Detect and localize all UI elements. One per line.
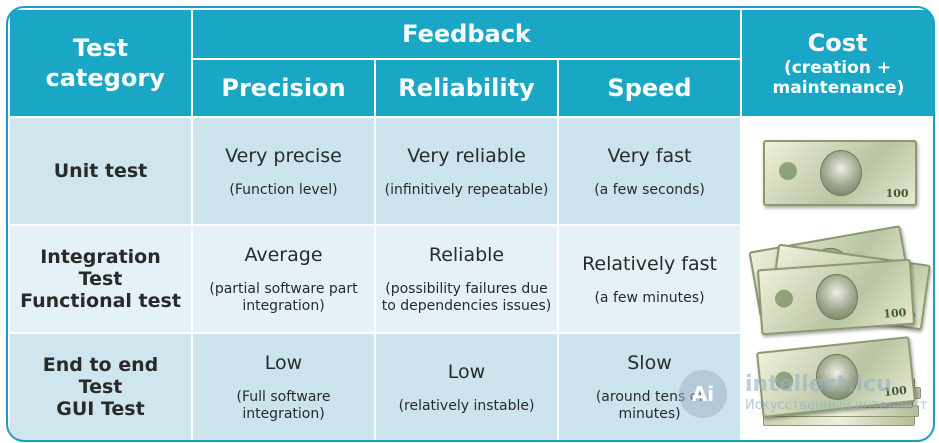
reliability-value: Low <box>447 360 486 383</box>
banknote: 100 <box>756 258 915 336</box>
precision-value: Low <box>264 352 303 374</box>
header-speed: Speed <box>556 58 743 118</box>
speed-detail: (a few seconds) <box>594 181 705 198</box>
speed-cell: Relatively fast (a few minutes) <box>556 224 743 334</box>
banknote: 100 <box>762 140 917 206</box>
header-feedback: Feedback <box>190 8 743 60</box>
header-cost: Cost (creation + maintenance) <box>740 8 933 118</box>
reliability-cell: Reliable (possibility failures due to de… <box>374 224 559 334</box>
reliability-detail: (infinitively repeatable) <box>384 181 549 198</box>
precision-cell: Average (partial software part integrati… <box>191 224 376 334</box>
row-category-line: End to end <box>42 354 159 376</box>
test-comparison-table: Test category Feedback Cost (creation + … <box>6 6 935 442</box>
row-category-line: GUI Test <box>56 398 145 420</box>
speed-value: Slow <box>627 352 672 374</box>
speed-value: Relatively fast <box>582 252 717 275</box>
cost-cell: 100 <box>740 116 933 226</box>
reliability-cell: Low (relatively instable) <box>374 332 559 440</box>
speed-cell: Very fast (a few seconds) <box>556 116 743 226</box>
speed-detail: (around tens of minutes) <box>595 389 704 422</box>
several-banknotes-image: 100 100 100 <box>747 225 931 336</box>
header-precision: Precision <box>191 58 376 118</box>
header-test-category-label: Test category <box>45 34 165 92</box>
watermark-subtext: Искусственный интеллект <box>745 398 928 413</box>
single-banknote-image: 100 <box>753 126 923 216</box>
table-row: Unit test Very precise (Function level) … <box>8 116 933 226</box>
reliability-value: Reliable <box>428 244 505 266</box>
row-category: End to end Test GUI Test <box>8 332 193 440</box>
precision-detail: (partial software part integration) <box>209 281 358 314</box>
header-cost-subtitle: (creation + maintenance) <box>772 58 905 98</box>
header-reliability: Reliability <box>374 58 559 118</box>
precision-detail: (Full software integration) <box>236 389 331 422</box>
row-category-line: Integration <box>40 246 161 268</box>
row-category-line: Functional test <box>20 290 181 312</box>
precision-value: Very precise <box>225 144 342 167</box>
header-test-category: Test category <box>8 8 193 118</box>
precision-value: Average <box>244 244 323 266</box>
reliability-cell: Very reliable (infinitively repeatable) <box>374 116 559 226</box>
table-row: Integration Test Functional test Average… <box>8 224 933 336</box>
speed-value: Very fast <box>607 144 692 167</box>
watermark-text: intellect.icu <box>745 372 892 397</box>
header-cost-title: Cost <box>807 29 868 57</box>
row-category-line: Test <box>78 268 123 290</box>
row-category: Integration Test Functional test <box>8 224 193 334</box>
precision-detail: (Function level) <box>229 181 338 198</box>
watermark-logo-icon: Ai <box>679 370 727 418</box>
row-category: Unit test <box>8 116 193 226</box>
reliability-detail: (relatively instable) <box>398 397 535 414</box>
cost-cell: 100 <box>740 332 933 440</box>
table: Test category Feedback Cost (creation + … <box>8 8 933 440</box>
reliability-detail: (possibility failures due to dependencie… <box>381 281 552 314</box>
reliability-value: Very reliable <box>407 144 526 167</box>
cost-cell: 100 100 100 <box>740 224 933 336</box>
table-row: End to end Test GUI Test Low (Full softw… <box>8 332 933 440</box>
row-category-line: Test <box>78 376 123 398</box>
banknote-stacks-image: 100 <box>753 336 923 432</box>
precision-cell: Very precise (Function level) <box>191 116 376 226</box>
precision-cell: Low (Full software integration) <box>191 332 376 440</box>
speed-detail: (a few minutes) <box>594 289 705 306</box>
